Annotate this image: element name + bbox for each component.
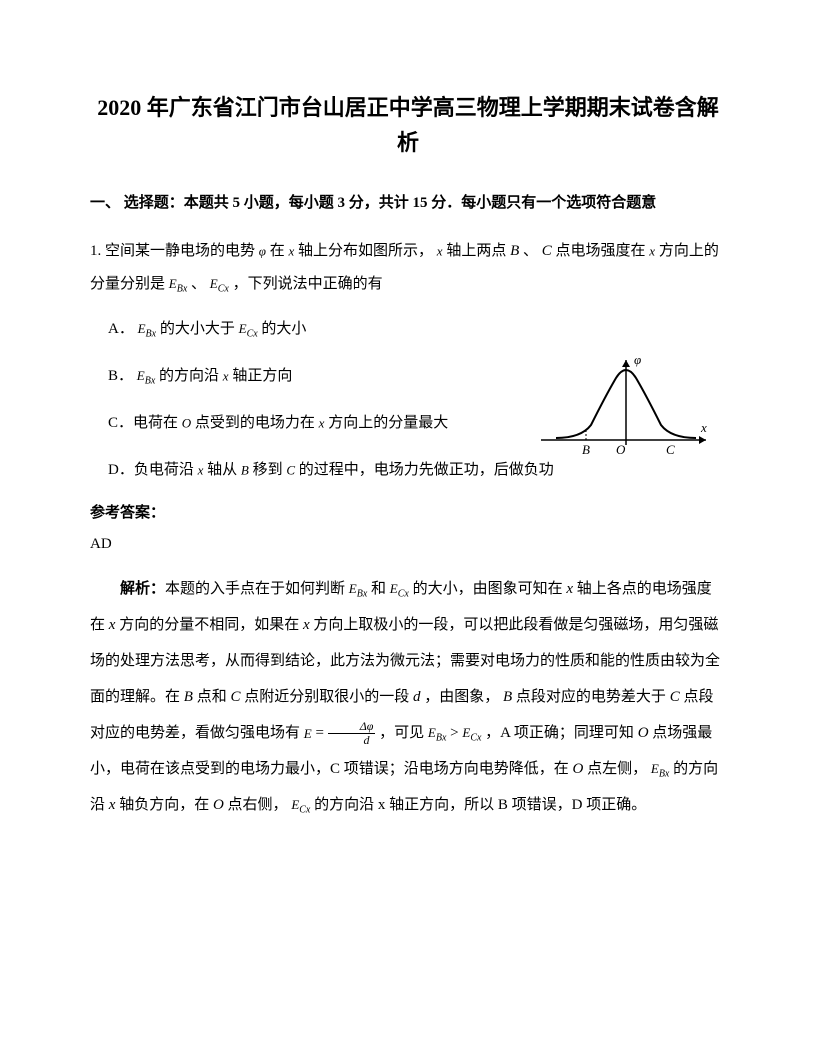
answer-label: 参考答案：	[90, 501, 726, 522]
section-header: 一、 选择题：本题共 5 小题，每小题 3 分，共计 15 分．每小题只有一个选…	[90, 190, 726, 217]
EBx-var: EBx	[651, 761, 670, 776]
b-point-label: B	[582, 442, 590, 457]
ECx-var: ECx	[239, 321, 258, 336]
question-text-2: 在	[270, 243, 285, 259]
x-var: x	[109, 617, 116, 633]
option-d-t2: 移到	[253, 462, 283, 478]
EBx-var: EBx	[349, 581, 368, 596]
gt: >	[450, 725, 458, 741]
B-var: B	[503, 689, 512, 705]
option-a-t2: 的大小大于	[160, 321, 235, 337]
option-a-t3: 的大小	[261, 321, 306, 337]
exp-p15: 点左侧，	[587, 761, 647, 777]
C-var: C	[542, 243, 552, 259]
exp-p2: 和	[371, 581, 386, 597]
option-d-t1: 轴从	[207, 462, 237, 478]
formula-E: E	[304, 726, 312, 741]
O-var: O	[182, 416, 191, 431]
x-var: x	[649, 244, 655, 259]
exp-p10: 点段对应的电势差大于	[516, 689, 666, 705]
exp-p9: ，由图象，	[424, 689, 499, 705]
option-a-label: A．	[108, 321, 134, 337]
answer-value: AD	[90, 536, 726, 553]
exp-p13: ，A 项正确；同理可知	[485, 725, 634, 741]
question-text-7: ，下列说法中正确的有	[233, 276, 383, 292]
question-text-5: 点电场强度在	[556, 243, 646, 259]
exp-p8: 点附近分别取很小的一段	[244, 689, 409, 705]
question-text-4: 轴上两点	[446, 243, 506, 259]
option-d-t3: 的过程中，电场力先做正功，后做负功	[299, 462, 554, 478]
C-var: C	[670, 689, 680, 705]
exp-p18: 点右侧，	[228, 797, 288, 813]
O-var: O	[213, 797, 224, 813]
d-var: d	[413, 689, 421, 705]
ECx-var: ECx	[291, 797, 310, 812]
x-var: x	[109, 797, 116, 813]
formula-fraction: Δφd	[328, 720, 376, 747]
x-var: x	[198, 463, 204, 478]
c-point-label: C	[666, 442, 675, 457]
x-var: x	[437, 244, 443, 259]
exp-p1: 本题的入手点在于如何判断	[165, 581, 345, 597]
exp-p7: 点和	[197, 689, 227, 705]
y-arrow	[622, 360, 630, 367]
EBx-var: EBx	[428, 725, 447, 740]
x-var: x	[288, 244, 294, 259]
EBx-var: EBx	[137, 368, 156, 383]
option-c-label: C．电荷在	[108, 415, 178, 431]
x-var: x	[223, 369, 229, 384]
x-var: x	[566, 581, 573, 597]
B-var: B	[241, 463, 249, 478]
exp-p5: 方向的分量不相同，如果在	[119, 617, 299, 633]
C-var: C	[286, 463, 295, 478]
o-point-label: O	[616, 442, 626, 457]
option-b-t3: 轴正方向	[232, 368, 292, 384]
x-axis-label: x	[700, 420, 707, 435]
option-d-label: D．负电荷沿	[108, 462, 194, 478]
option-b-label: B．	[108, 368, 133, 384]
ECx-var: ECx	[210, 276, 229, 291]
formula-eq: =	[315, 725, 323, 741]
option-b-t2: 的方向沿	[159, 368, 219, 384]
exp-p12: ，可见	[379, 725, 424, 741]
question-number: 1.	[90, 243, 101, 259]
page-title: 2020 年广东省江门市台山居正中学高三物理上学期期末试卷含解析	[90, 90, 726, 160]
exp-p3: 的大小，由图象可知在	[413, 581, 563, 597]
x-var: x	[319, 416, 325, 431]
sep: 、	[191, 276, 206, 292]
B-var: B	[184, 689, 193, 705]
explanation: 解析：本题的入手点在于如何判断 EBx 和 ECx 的大小，由图象可知在 x 轴…	[90, 571, 726, 823]
potential-graph: φ x B O C	[536, 350, 716, 470]
option-c-t2: 方向上的分量最大	[328, 415, 448, 431]
phi-symbol: φ	[259, 244, 266, 259]
EBx-var: EBx	[169, 276, 188, 291]
B-var: B	[510, 243, 519, 259]
sep: 、	[523, 243, 538, 259]
O-var: O	[573, 761, 584, 777]
EBx-var: EBx	[138, 321, 157, 336]
x-var: x	[303, 617, 310, 633]
ECx-var: ECx	[462, 725, 481, 740]
x-arrow	[699, 436, 706, 444]
question-text-1: 空间某一静电场的电势	[105, 243, 255, 259]
ECx-var: ECx	[390, 581, 409, 596]
phi-label: φ	[634, 352, 641, 367]
exp-p19: 的方向沿 x 轴正方向，所以 B 项错误，D 项正确。	[314, 797, 646, 813]
option-a: A． EBx 的大小大于 ECx 的大小	[108, 313, 726, 346]
C-var: C	[230, 689, 240, 705]
exp-p17: 轴负方向，在	[119, 797, 209, 813]
question-text-3: 轴上分布如图所示，	[298, 243, 433, 259]
option-c-t1: 点受到的电场力在	[195, 415, 315, 431]
question-1: 1. 空间某一静电场的电势 φ 在 x 轴上分布如图所示， x 轴上两点 B 、…	[90, 235, 726, 301]
explanation-label: 解析：	[120, 581, 165, 597]
O-var: O	[638, 725, 649, 741]
